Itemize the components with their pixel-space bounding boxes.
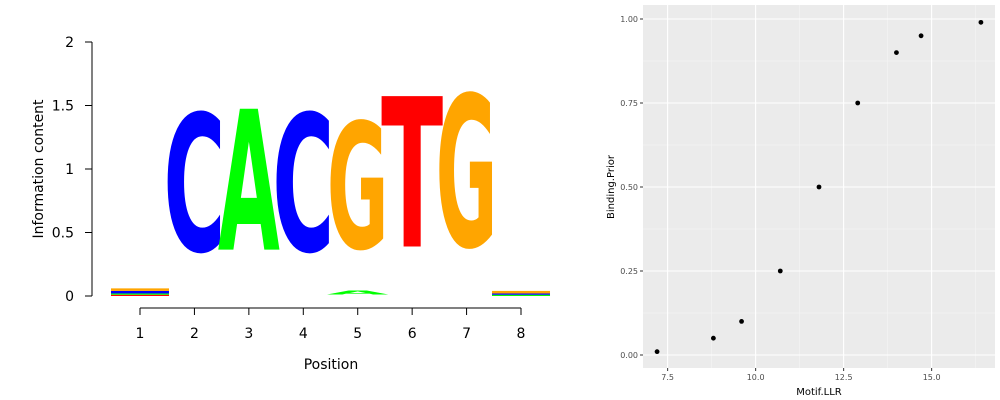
logo-letter-G: G [327,87,389,289]
scatter-points [654,19,984,355]
logo-letter-T [111,294,169,296]
logo-letter-C [492,293,551,295]
scatter-point [711,335,716,341]
logo-letter-C: C [272,75,334,296]
scatter-y-tick-label: 0.00 [620,351,638,360]
logo-y-axis-title: Information content [31,99,47,239]
scatter-panel: 0.00 0.25 0.50 0.75 1.00 7.5 10.0 12.5 15.0 Mot… [606,5,995,398]
scatter-point [654,349,660,355]
logo-x-tick-label: 4 [299,326,308,342]
logo-letter-C [111,290,169,294]
logo-y-tick-label: 1.5 [52,99,74,115]
logo-x-tick-label: 8 [517,326,526,342]
scatter-y-tick-label: 1.00 [620,15,638,24]
logo-x-axis-title: Position [304,357,359,373]
scatter-y-ticks: 0.00 0.25 0.50 0.75 1.00 [620,15,643,360]
logo-x-tick-label: 5 [353,326,362,342]
logo-y-tick-label: 0 [65,289,74,305]
logo-y-tick-label: 0.5 [52,226,74,242]
logo-letter-A: A [218,71,280,296]
scatter-point [894,50,899,55]
logo-x-tick-label: 2 [190,326,199,342]
logo-letter-C: C [163,75,225,296]
scatter-y-tick-label: 0.50 [620,183,638,192]
logo-letter-A [111,293,169,295]
logo-letter-A [492,294,551,296]
scatter-x-tick-label: 7.5 [661,373,674,382]
scatter-y-axis-title: Binding.Prior [606,154,617,219]
scatter-x-ticks: 7.5 10.0 12.5 15.0 [661,368,941,382]
scatter-point [739,319,744,324]
scatter-y-tick-label: 0.75 [620,99,638,108]
scatter-point [816,184,822,190]
logo-letter-G: G [436,53,498,295]
logo-x-tick-label: 6 [408,326,417,342]
scatter-x-axis-title: Motif.LLR [796,387,842,398]
logo-letter-G [492,290,551,294]
scatter-y-tick-label: 0.25 [620,267,638,276]
logo-letter-A: A [327,290,389,296]
scatter-grid [643,5,995,368]
logo-letter-G [111,288,169,291]
scatter-point [978,19,984,25]
logo-letter-T: T [381,55,443,296]
logo-y-ticks: 0 0.5 1 1.5 2 [52,35,92,305]
logo-y-tick-label: 1 [65,162,74,178]
scatter-point [777,268,783,274]
scatter-x-tick-label: 15.0 [923,373,941,382]
logo-x-tick-label: 3 [244,326,253,342]
logo-x-tick-label: 1 [136,326,145,342]
scatter-point [855,100,861,106]
scatter-x-tick-label: 10.0 [747,373,765,382]
logo-x-ticks: 1 2 3 4 5 6 7 8 [136,308,526,342]
scatter-point [918,33,924,39]
logo-y-tick-label: 2 [65,35,74,51]
logo-x-tick-label: 7 [462,326,471,342]
scatter-x-tick-label: 12.5 [835,373,853,382]
